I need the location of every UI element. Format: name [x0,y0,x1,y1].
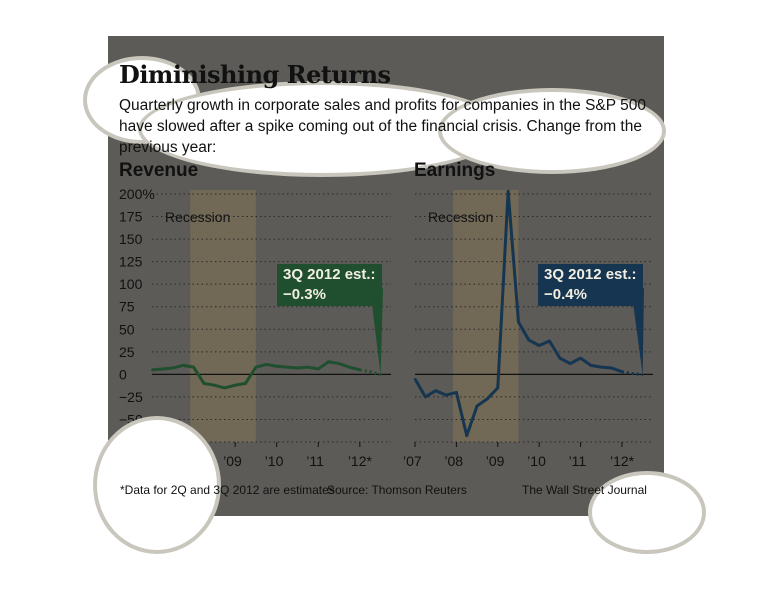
revenue-callout-pointer [370,288,383,375]
earnings-data-point [465,434,468,437]
revenue-recession-band [190,190,256,442]
earnings-data-point [486,397,489,400]
earnings-series-line [413,189,623,438]
revenue-data-point [254,366,257,369]
earnings-data-point [434,389,437,392]
earnings-data-point [558,357,561,360]
earnings-data-point [641,373,644,376]
earnings-callout-heading: 3Q 2012 est.: [544,266,637,283]
revenue-x-tick-label: ’12* [348,453,373,469]
revenue-x-tick-label: ’10 [265,453,284,469]
earnings-x-tick-label: ’08 [444,453,463,469]
revenue-data-point [348,366,351,369]
revenue-data-point [223,386,226,389]
earnings-x-tick-label: ’07 [403,453,422,469]
revenue-data-point [161,367,164,370]
revenue-data-point [202,382,205,385]
revenue-data-point [317,367,320,370]
y-tick-label: 125 [119,254,143,270]
revenue-estimate-callout: 3Q 2012 est.: −0.3% [277,264,382,306]
white-blob [138,81,506,177]
revenue-data-point [171,367,174,370]
revenue-data-point [234,384,237,387]
revenue-data-point [338,362,341,365]
earnings-data-point [610,367,613,370]
y-tick-label: 150 [119,231,143,247]
y-tick-label: 175 [119,209,143,225]
earnings-data-point [455,391,458,394]
earnings-data-point [620,370,623,373]
revenue-data-point [306,366,309,369]
publication-credit: The Wall Street Journal [522,483,647,497]
earnings-data-point [589,364,592,367]
revenue-data-point [358,368,361,371]
white-blob [588,471,706,554]
earnings-data-point [579,357,582,360]
white-blob [93,416,221,554]
revenue-data-point [244,382,247,385]
revenue-recession-label: Recession [165,209,231,225]
revenue-data-point [213,384,216,387]
y-tick-label: 75 [119,299,135,315]
earnings-recession-band [453,190,519,442]
revenue-panel-title: Revenue [119,160,199,181]
earnings-x-tick-label: ’11 [569,453,587,469]
y-tick-label: 0 [119,366,127,382]
earnings-data-point [476,404,479,407]
earnings-x-tick-label: ’09 [486,453,505,469]
footnote: *Data for 2Q and 3Q 2012 are estimates [120,483,335,497]
earnings-recession-label: Recession [428,209,494,225]
earnings-data-point [445,394,448,397]
revenue-data-point [265,363,268,366]
chart-figure: −75−50−250255075100125150175200%2007’08’… [83,36,706,554]
earnings-estimate-callout: 3Q 2012 est.: −0.4% [538,264,643,306]
revenue-data-point [379,373,382,376]
chart-subtitle: Quarterly growth in corporate sales and … [119,97,646,156]
earnings-data-point [414,377,416,380]
revenue-data-point [192,366,195,369]
earnings-data-point [517,321,520,324]
revenue-data-point [369,370,372,373]
earnings-data-point [600,366,603,369]
white-blob [438,88,666,174]
earnings-data-point [569,362,572,365]
revenue-data-point [327,360,330,363]
earnings-data-point [527,339,530,342]
earnings-x-tick-label: ’12* [610,453,635,469]
earnings-data-point [507,190,510,193]
revenue-x-tick-label: ’11 [306,453,324,469]
earnings-data-point [496,386,499,389]
earnings-callout-pointer [631,288,644,375]
source-note: Source: Thomson Reuters [327,483,467,497]
earnings-panel-title: Earnings [414,160,496,181]
revenue-callout-heading: 3Q 2012 est.: [283,266,376,283]
earnings-data-point [424,395,427,398]
revenue-x-tick-label: ’09 [223,453,242,469]
y-tick-label: 200% [119,186,155,202]
y-tick-label: −25 [119,389,143,405]
y-tick-label: 50 [119,321,135,337]
earnings-x-tick-label: ’10 [527,453,546,469]
revenue-data-point [275,365,278,368]
earnings-data-point [548,339,551,342]
earnings-callout-value: −0.4% [544,286,587,303]
earnings-data-point [538,344,541,347]
y-tick-label: 100 [119,276,143,292]
chart-title: Diminishing Returns [119,60,391,89]
revenue-data-point [182,364,185,367]
revenue-data-point [286,366,289,369]
revenue-callout-value: −0.3% [283,286,326,303]
y-tick-label: 25 [119,344,135,360]
revenue-data-point [296,367,299,370]
earnings-data-point [631,372,634,375]
revenue-data-point [151,368,153,371]
